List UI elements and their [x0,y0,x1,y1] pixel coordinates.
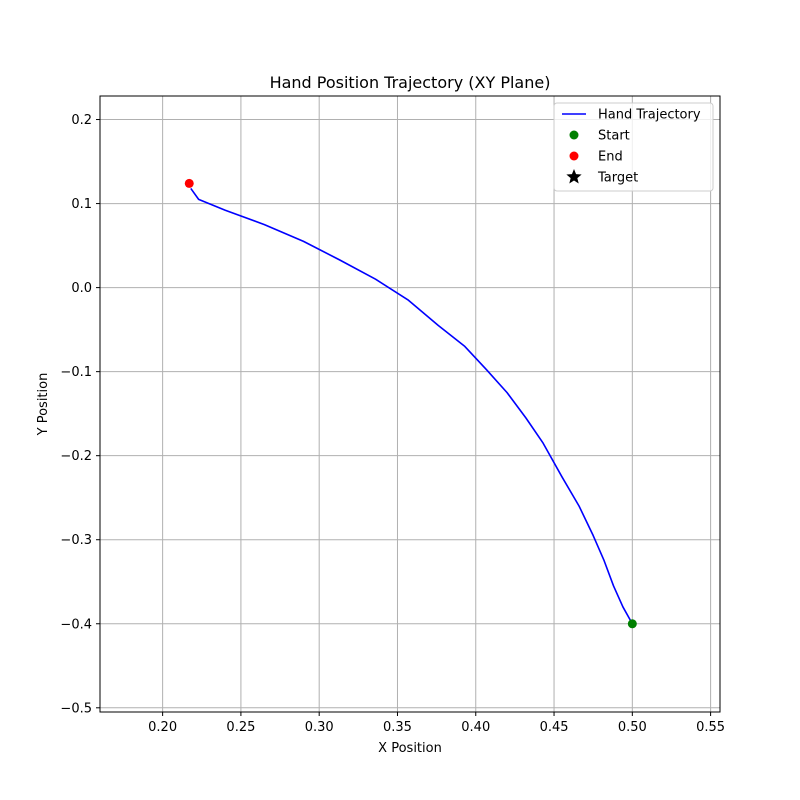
y-tick-label: −0.5 [60,701,92,716]
grid [100,96,720,712]
end-marker [184,178,194,188]
y-axis-label: Y Position [36,373,51,437]
start-marker [627,619,637,629]
y-tick-label: 0.0 [71,281,92,296]
y-tick-label: 0.1 [71,197,92,212]
y-tick-label: −0.4 [60,617,92,632]
legend-label-end: End [598,150,623,165]
legend-swatch-target [566,169,582,184]
legend-label-start: Start [598,129,630,144]
plot-frame [99,95,721,713]
legend: Hand Trajectory Start End Target [553,102,714,192]
plot-series [184,178,637,629]
y-tick-label: 0.2 [71,113,92,128]
chart-title: Hand Position Trajectory (XY Plane) [270,73,551,92]
x-tick-label: 0.20 [148,720,177,735]
x-tick-label: 0.40 [461,720,490,735]
x-tick-label: 0.35 [383,720,412,735]
x-axis-label: X Position [378,741,442,756]
x-axis-ticks: 0.20 0.25 0.30 0.35 0.40 0.45 0.50 0.55 [148,712,725,735]
legend-box [553,102,714,192]
legend-swatch-end [569,151,579,161]
x-tick-label: 0.55 [696,720,725,735]
y-axis-ticks: 0.2 0.1 0.0 −0.1 −0.2 −0.3 −0.4 −0.5 [60,113,100,716]
legend-swatch-start [569,130,579,140]
x-tick-label: 0.30 [305,720,334,735]
x-tick-label: 0.50 [618,720,647,735]
legend-label-hand-trajectory: Hand Trajectory [598,108,701,123]
hand-trajectory-line [190,187,634,625]
x-tick-label: 0.45 [540,720,569,735]
y-tick-label: −0.3 [60,533,92,548]
y-tick-label: −0.1 [60,365,92,380]
x-tick-label: 0.25 [226,720,255,735]
legend-label-target: Target [597,171,638,186]
y-tick-label: −0.2 [60,449,92,464]
